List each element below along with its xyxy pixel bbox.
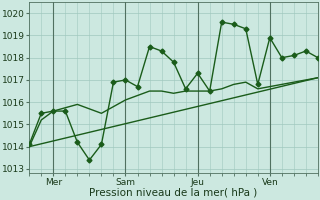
X-axis label: Pression niveau de la mer( hPa ): Pression niveau de la mer( hPa ): [90, 188, 258, 198]
